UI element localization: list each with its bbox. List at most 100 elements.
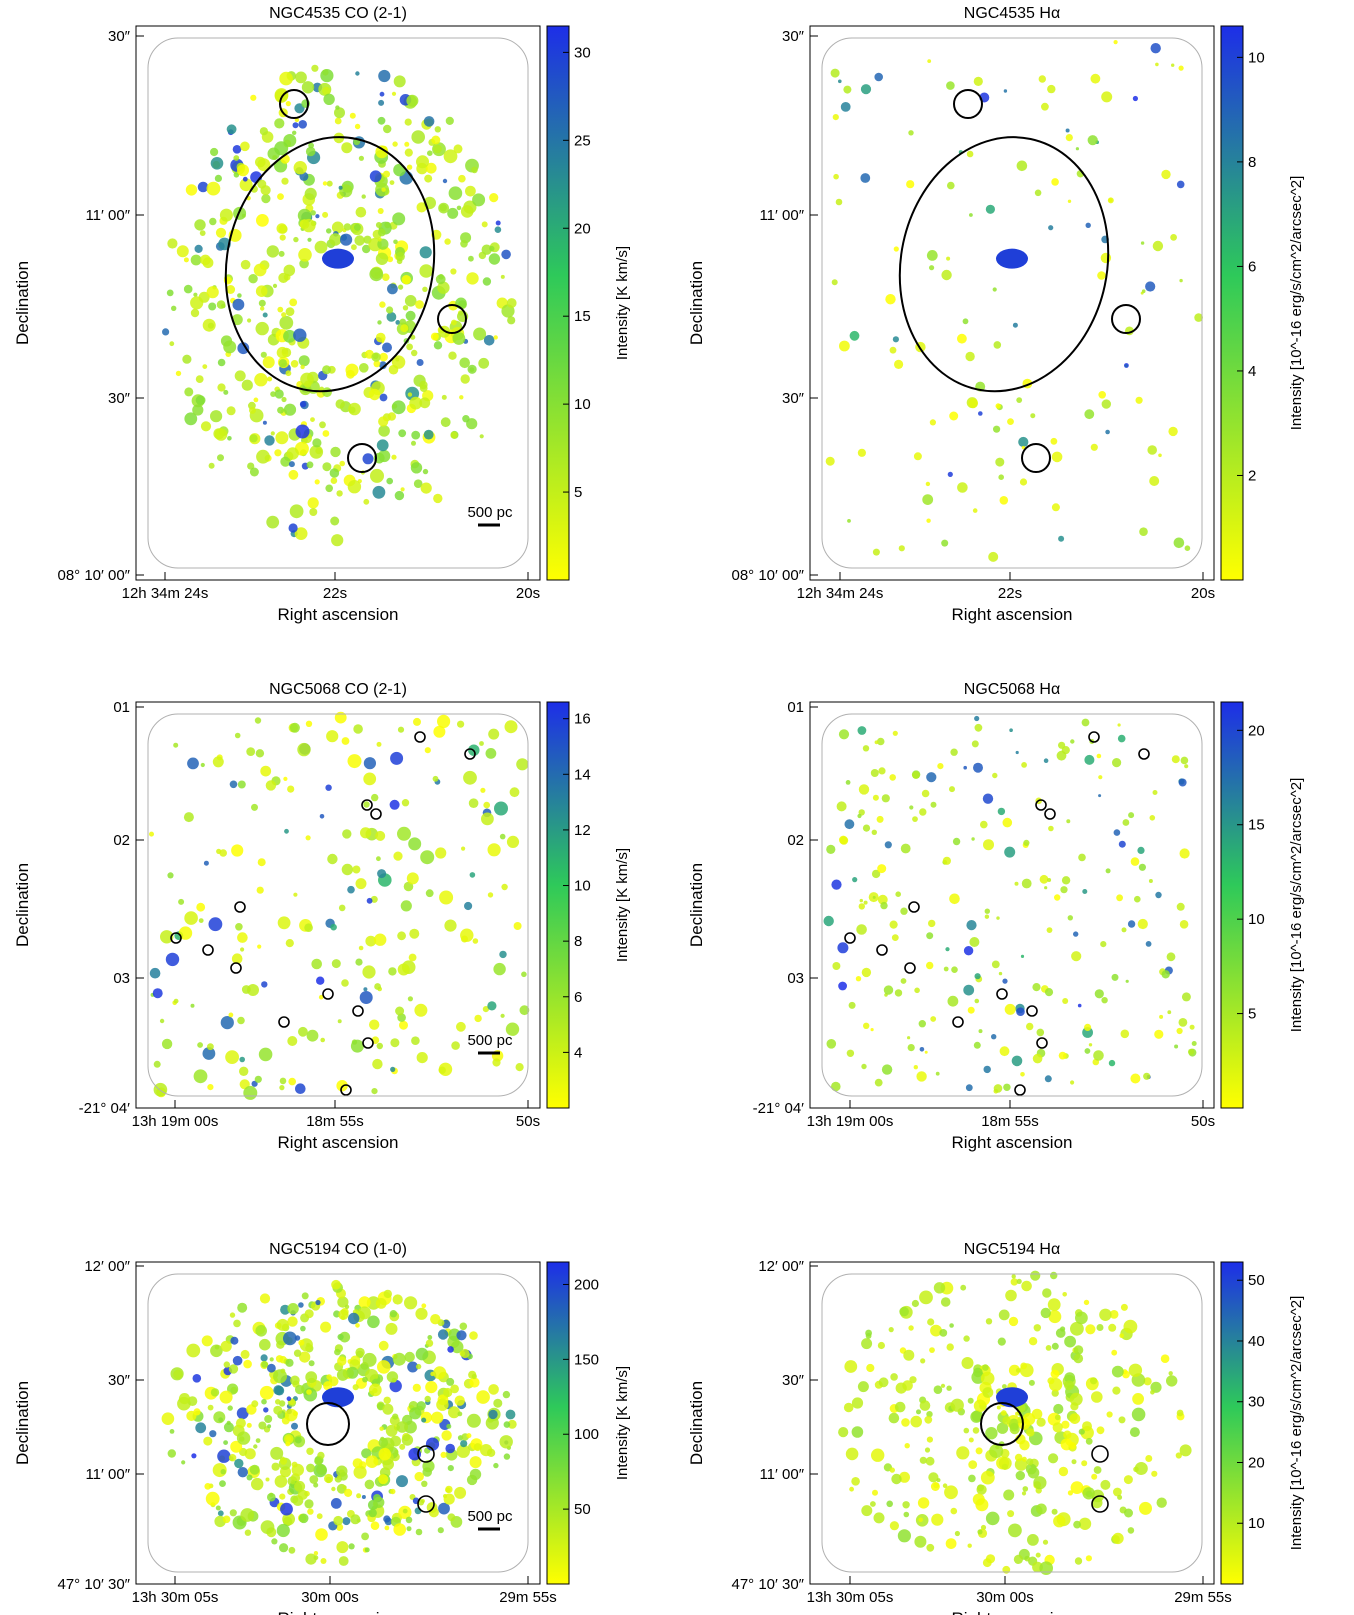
panel-ngc4535-co: NGC4535 CO (2-1) Right ascension Declinati…: [13, 5, 631, 624]
colorbar-tick-label: 200: [574, 1276, 599, 1293]
aperture-circle: [1045, 809, 1055, 819]
nucleus-emission: [996, 1387, 1028, 1407]
dec-tick-label: 30″: [108, 1372, 131, 1389]
ra-tick-label: 20s: [1191, 585, 1215, 602]
colorbar-tick-label: 30: [1248, 1394, 1265, 1411]
ra-tick-label: 18m 55s: [306, 1113, 364, 1130]
ra-tick-label: 29m 55s: [1174, 1589, 1232, 1606]
aperture-circle: [1015, 1085, 1025, 1095]
panel-title: NGC4535 CO (2-1): [269, 5, 407, 22]
ra-tick-label: 12h 34m 24s: [122, 585, 209, 602]
colorbar-tick-label: 15: [574, 308, 591, 325]
panel-ngc5068-ha: NGC5068 Hα Right ascension Declination 13h …: [687, 681, 1305, 1152]
plot-frame: [810, 702, 1214, 1108]
dec-tick-label: 47° 10′ 30″: [57, 1576, 130, 1593]
aperture-circle: [1022, 444, 1050, 472]
colorbar-label: Intensity [10^-16 erg/s/cm^2/arcsec^2]: [1288, 1296, 1305, 1551]
panel-ngc5068-co: NGC5068 CO (2-1) Right ascension Declinati…: [13, 681, 631, 1152]
panel-ngc5194-co: NGC5194 CO (1-0)Right ascensionDeclinati…: [13, 1241, 631, 1615]
colorbar-tick-label: 6: [1248, 258, 1256, 275]
colorbar-tick-label: 50: [1248, 1272, 1265, 1289]
aperture-circle: [415, 732, 425, 742]
ra-tick-label: 18m 55s: [981, 1113, 1039, 1130]
y-axis-label: Declination: [687, 261, 706, 345]
dec-tick-label: 11′ 00″: [759, 1466, 804, 1483]
dec-tick-label: 01: [113, 699, 130, 716]
colorbar-tick-label: 15: [1248, 817, 1265, 834]
panel-title: NGC5194 CO (1-0): [269, 1241, 407, 1258]
ra-tick-label: 22s: [998, 585, 1022, 602]
y-axis-label: Declination: [13, 863, 32, 947]
colorbar-label: Intensity [K km/s]: [614, 246, 631, 360]
colorbar-label: Intensity [K km/s]: [614, 1366, 631, 1480]
ra-tick-label: 12h 34m 24s: [797, 585, 884, 602]
colorbar: [547, 1262, 569, 1584]
ra-tick-label: 29m 55s: [499, 1589, 557, 1606]
aperture-circle: [1037, 1038, 1047, 1048]
y-axis-label: Declination: [687, 863, 706, 947]
dec-tick-label: 03: [113, 970, 130, 987]
dec-tick-label: 08° 10′ 00″: [731, 567, 804, 584]
aperture-circle: [845, 933, 855, 943]
panel-title: NGC4535 Hα: [964, 5, 1060, 22]
aperture-circle: [953, 1017, 963, 1027]
ra-tick-label: 50s: [1191, 1113, 1215, 1130]
dec-tick-label: 03: [787, 970, 804, 987]
aperture-circle: [909, 902, 919, 912]
y-axis-label: Declination: [687, 1381, 706, 1465]
aperture-circle: [997, 989, 1007, 999]
dec-tick-label: 11′ 00″: [759, 207, 804, 224]
aperture-circle: [323, 989, 333, 999]
dec-tick-label: 11′ 00″: [85, 207, 130, 224]
x-axis-label: Right ascension: [278, 1609, 399, 1615]
aperture-circle: [1139, 749, 1149, 759]
aperture-circle: [371, 809, 381, 819]
colorbar: [1221, 702, 1243, 1108]
colorbar-tick-label: 10: [574, 878, 591, 895]
colorbar-label: Intensity [10^-16 erg/s/cm^2/arcsec^2]: [1288, 778, 1305, 1033]
colorbar-tick-label: 20: [1248, 722, 1265, 739]
dec-tick-label: 12′ 00″: [758, 1258, 804, 1275]
ra-tick-label: 20s: [516, 585, 540, 602]
dec-tick-label: 30″: [108, 390, 131, 407]
colorbar: [547, 702, 569, 1108]
aperture-circle: [954, 90, 982, 118]
colorbar-tick-label: 10: [574, 396, 591, 413]
emission-map: [838, 1271, 1191, 1575]
aperture-circle: [905, 963, 915, 973]
emission-map: [824, 716, 1197, 1094]
x-axis-label: Right ascension: [952, 1133, 1073, 1152]
ra-tick-label: 13h 19m 00s: [807, 1113, 894, 1130]
dec-tick-label: -21° 04′: [753, 1100, 805, 1117]
colorbar-tick-label: 30: [574, 44, 591, 61]
colorbar-tick-label: 16: [574, 711, 591, 728]
aperture-circle: [231, 963, 241, 973]
ra-tick-label: 50s: [516, 1113, 540, 1130]
colorbar-label: Intensity [10^-16 erg/s/cm^2/arcsec^2]: [1288, 176, 1305, 431]
dec-tick-label: 30″: [782, 1372, 805, 1389]
aperture-circle: [235, 902, 245, 912]
nucleus-emission: [996, 249, 1028, 269]
aperture-circle: [877, 945, 887, 955]
colorbar-tick-label: 20: [1248, 1454, 1265, 1471]
dec-tick-label: 30″: [782, 28, 805, 45]
x-axis-label: Right ascension: [952, 1609, 1073, 1615]
colorbar-tick-label: 40: [1248, 1333, 1265, 1350]
emission-map: [162, 1280, 517, 1566]
panel-title: NGC5068 Hα: [964, 681, 1060, 698]
dec-tick-label: 11′ 00″: [85, 1466, 130, 1483]
aperture-circle: [353, 1006, 363, 1016]
panel-ngc5194-ha: NGC5194 Hα Right ascension Declination 13h …: [687, 1241, 1305, 1615]
aperture-circle: [1027, 1006, 1037, 1016]
colorbar-tick-label: 100: [574, 1426, 599, 1443]
emission-map: [826, 40, 1203, 562]
panel-title: NGC5068 CO (2-1): [269, 681, 407, 698]
dec-tick-label: 30″: [782, 390, 805, 407]
colorbar-tick-label: 8: [574, 933, 582, 950]
y-axis-label: Declination: [13, 261, 32, 345]
colorbar: [1221, 1262, 1243, 1584]
colorbar-tick-label: 12: [574, 822, 591, 839]
colorbar: [1221, 26, 1243, 580]
dec-tick-label: 01: [787, 699, 804, 716]
